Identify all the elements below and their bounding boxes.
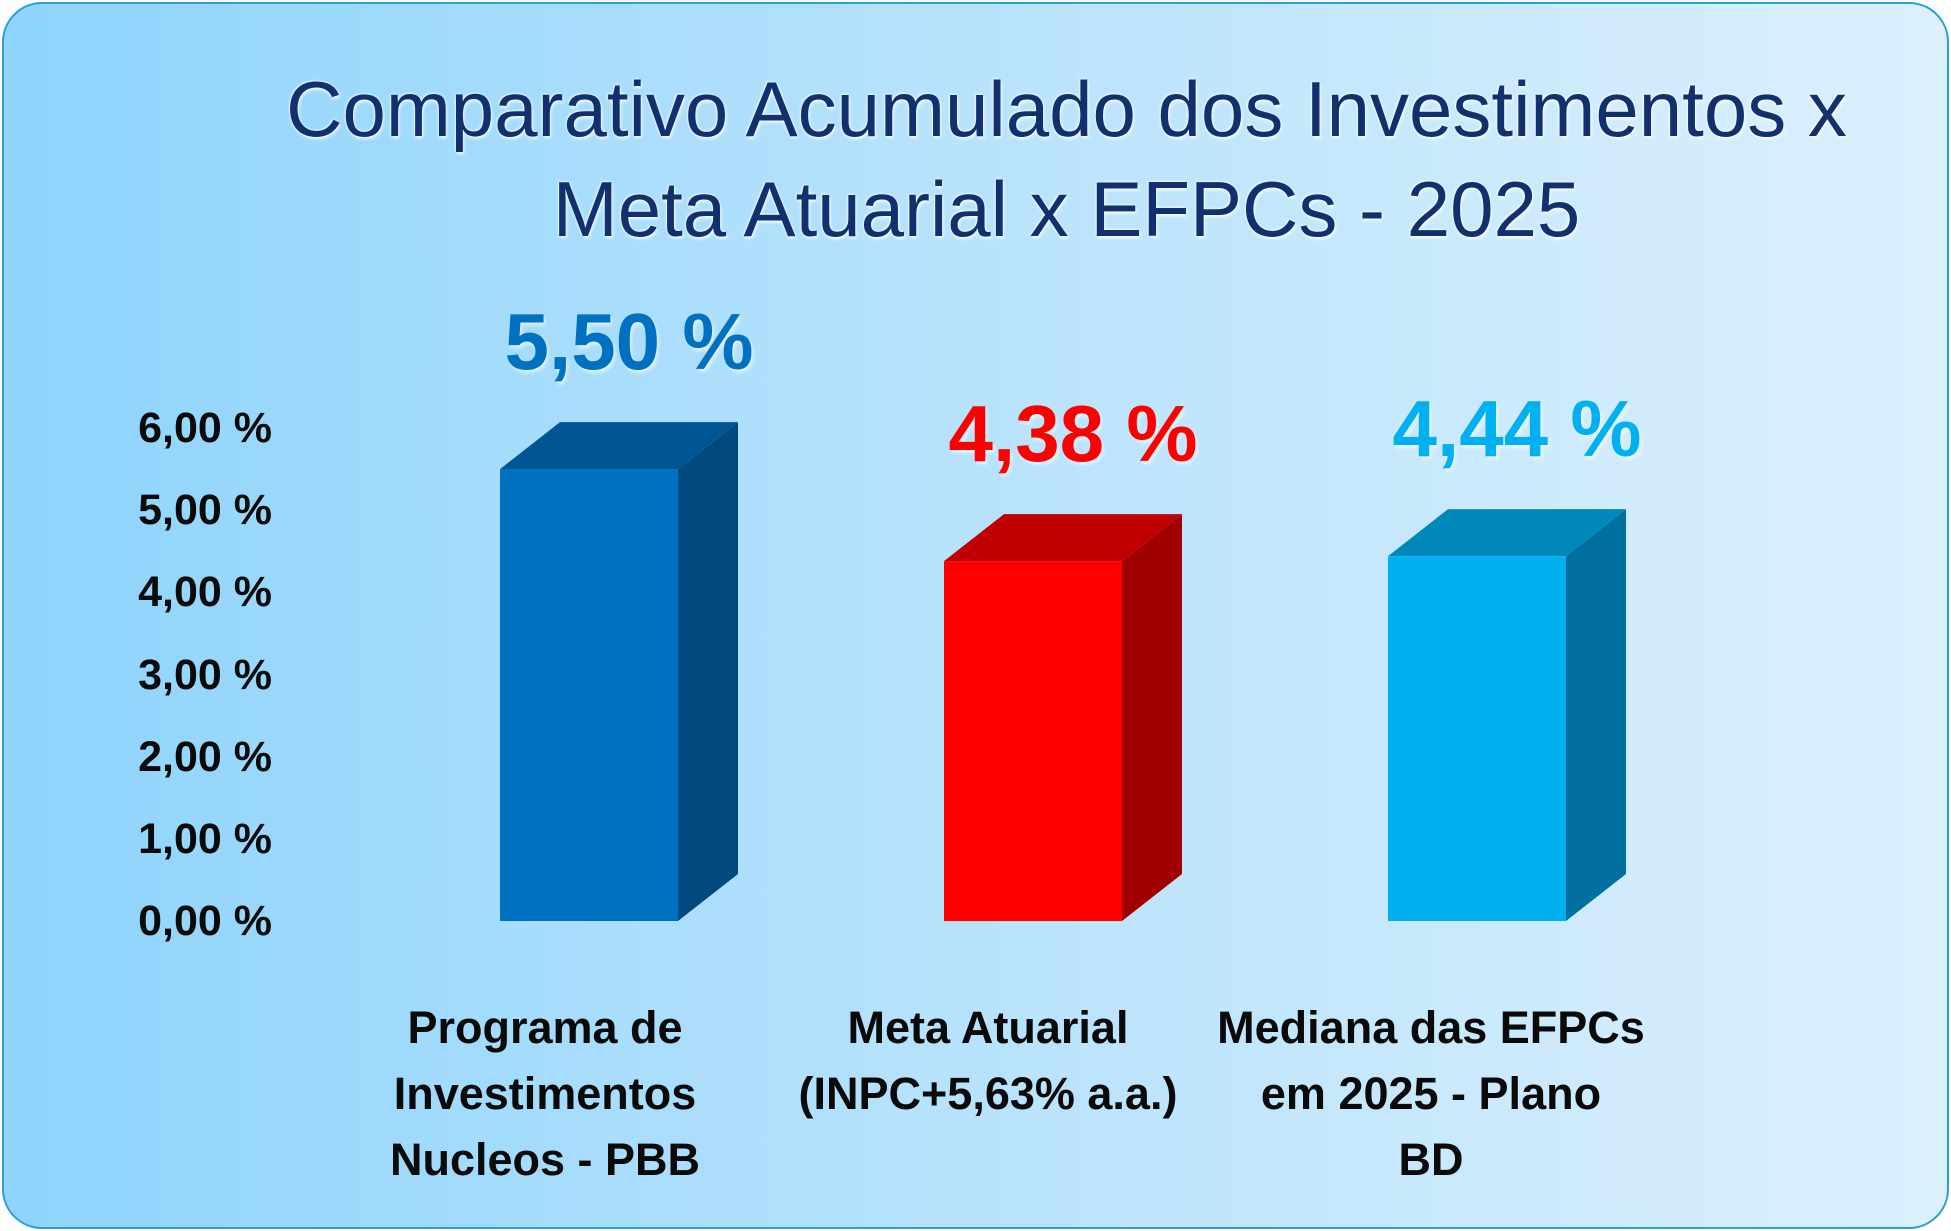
category-label-line: Investimentos bbox=[393, 1068, 697, 1119]
y-tick-label: 0,00 % bbox=[138, 897, 272, 945]
bar bbox=[944, 561, 1122, 921]
category-label-line: Mediana das EFPCs bbox=[1217, 1002, 1645, 1053]
bar-side-face bbox=[678, 422, 738, 921]
bar-top-face bbox=[1388, 509, 1626, 557]
value-label: 5,50 % bbox=[504, 297, 754, 387]
category-label-line: BD bbox=[1398, 1134, 1464, 1185]
y-tick-label: 4,00 % bbox=[138, 568, 272, 617]
bar-top-face bbox=[500, 422, 738, 470]
bar-side-face bbox=[1566, 509, 1626, 921]
value-label: 4,38 % bbox=[948, 389, 1198, 479]
category-label: Programa de Investimentos Nucleos - PBB bbox=[310, 995, 780, 1193]
y-tick-label: 6,00 % bbox=[138, 404, 272, 452]
y-tick-label: 2,00 % bbox=[138, 732, 272, 781]
bar bbox=[500, 469, 678, 921]
category-label-line: Meta Atuarial bbox=[847, 1002, 1129, 1053]
chart-title-line-2: Meta Atuarial x EFPCs - 2025 bbox=[552, 165, 1581, 253]
chart-title-line-1: Comparativo Acumulado dos Investimentos … bbox=[286, 65, 1847, 153]
category-label-line: em 2025 - Plano bbox=[1260, 1068, 1602, 1119]
category-label-line: (INPC+5,63% a.a.) bbox=[798, 1068, 1178, 1119]
category-label: Mediana das EFPCs em 2025 - Plano BD bbox=[1196, 995, 1666, 1193]
category-label-line: Nucleos - PBB bbox=[389, 1134, 701, 1185]
bar-side-face bbox=[1122, 514, 1182, 921]
bar-top-face bbox=[944, 514, 1182, 562]
category-label-line: Programa de bbox=[407, 1002, 683, 1053]
value-label: 4,44 % bbox=[1392, 384, 1642, 474]
category-label: Meta Atuarial (INPC+5,63% a.a.) bbox=[753, 995, 1223, 1127]
y-tick-label: 5,00 % bbox=[138, 486, 272, 535]
y-tick-label: 1,00 % bbox=[138, 814, 272, 863]
bar bbox=[1388, 556, 1566, 921]
y-tick-label: 3,00 % bbox=[138, 650, 272, 699]
